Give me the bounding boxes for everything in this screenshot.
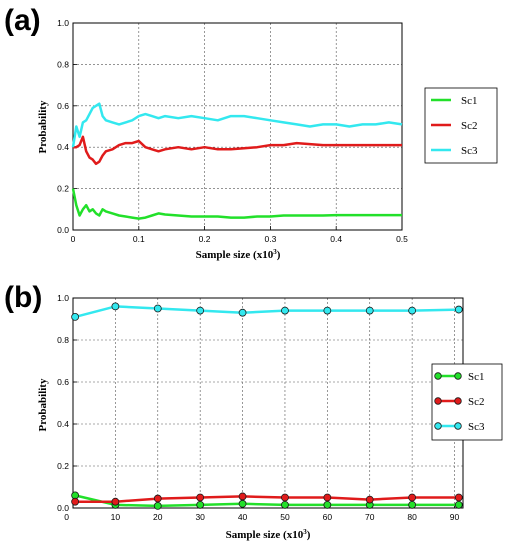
x-tick-label: 0.1 — [133, 234, 145, 244]
x-tick-label: 0.3 — [264, 234, 276, 244]
legend-marker — [434, 397, 442, 405]
y-tick-label: 0.2 — [57, 461, 69, 471]
data-point-sc2 — [323, 493, 332, 502]
chart-panel-a: (a) 0.0 0.2 0.4 0.6 0.8 1.0 0 0.1 0.2 0.3 0.4 0.5 Sam… — [4, 4, 498, 261]
y-tick-label: 0.8 — [57, 335, 69, 345]
x-tick-label: 0.4 — [330, 234, 342, 244]
legend-label-sc3: Sc3 — [468, 421, 485, 433]
series-line-sc1 — [71, 188, 402, 220]
legend-marker — [434, 422, 442, 430]
series-line-sc2 — [75, 495, 459, 503]
data-point-sc3 — [196, 306, 205, 315]
y-tick-label: 0.2 — [57, 184, 69, 194]
x-tick-label: 40 — [238, 512, 248, 522]
data-point-sc2 — [111, 497, 120, 506]
x-tick-label: 0 — [71, 234, 76, 244]
x-axis-label: Sample size (x103) — [196, 248, 281, 261]
x-origin-label: 0 — [64, 512, 69, 522]
x-tick-label: 0.2 — [199, 234, 211, 244]
data-point-sc3 — [153, 304, 162, 313]
plot-frame — [72, 22, 403, 231]
y-tick-label: 1.0 — [57, 293, 69, 303]
data-point-sc2 — [153, 494, 162, 503]
data-point-sc1 — [454, 500, 463, 509]
x-tick-label: 20 — [153, 512, 163, 522]
x-tick-label: 10 — [111, 512, 121, 522]
data-point-sc3 — [365, 306, 374, 315]
plot-frame — [72, 297, 464, 509]
data-point-sc2 — [238, 492, 247, 501]
data-point-sc1 — [323, 500, 332, 509]
y-axis-label: Probability — [37, 378, 49, 431]
data-point-sc3 — [323, 306, 332, 315]
y-tick-label: 0.0 — [57, 225, 69, 235]
chart-panel-b: (b) 0.0 0.2 0.4 0.6 0.8 1.0 10 20 30 40 50 60 70 80 90 0… — [4, 281, 503, 541]
series-line-sc3 — [74, 305, 459, 319]
panel-label: (a) — [4, 4, 41, 37]
data-point-sc3 — [111, 302, 120, 311]
data-point-sc1 — [196, 500, 205, 509]
data-point-sc1 — [238, 499, 247, 508]
data-point-sc2 — [365, 495, 374, 504]
series-line-sc2 — [73, 135, 402, 166]
data-point-sc3 — [281, 306, 289, 315]
data-point-sc1 — [408, 500, 417, 509]
y-axis-label: Probability — [37, 100, 49, 153]
legend-label-sc1: Sc1 — [468, 371, 485, 383]
x-tick-label: 80 — [407, 512, 417, 522]
data-point-sc2 — [281, 493, 289, 502]
data-point-sc3 — [238, 308, 247, 317]
legend-label-sc2: Sc2 — [468, 396, 485, 408]
legend-label-sc1: Sc1 — [461, 95, 478, 107]
x-tick-label: 70 — [365, 512, 375, 522]
series-line-sc1 — [74, 494, 459, 508]
y-tick-label: 0.0 — [57, 503, 69, 513]
x-tick-label: 50 — [280, 512, 290, 522]
legend-marker — [454, 372, 462, 380]
legend-marker — [454, 422, 462, 430]
data-point-sc2 — [71, 497, 80, 506]
y-tick-label: 1.0 — [57, 18, 69, 28]
legend-label-sc3: Sc3 — [461, 145, 478, 157]
data-point-sc3 — [71, 312, 80, 321]
x-tick-label: 60 — [323, 512, 333, 522]
legend-label-sc2: Sc2 — [461, 120, 478, 132]
data-point-sc1 — [153, 501, 162, 510]
y-tick-label: 0.4 — [57, 142, 69, 152]
series-line-sc3 — [71, 102, 403, 148]
data-point-sc3 — [408, 306, 417, 315]
x-axis-label: Sample size (x103) — [226, 528, 311, 541]
data-point-sc2 — [454, 493, 463, 502]
data-point-sc3 — [454, 305, 463, 314]
legend-marker — [434, 372, 442, 380]
x-tick-label: 30 — [195, 512, 205, 522]
y-tick-label: 0.6 — [57, 101, 69, 111]
data-point-sc2 — [408, 493, 417, 502]
legend: Sc1 Sc2 Sc3 — [424, 87, 498, 164]
x-tick-label: 90 — [450, 512, 460, 522]
y-tick-label: 0.6 — [57, 377, 69, 387]
x-tick-label: 0.5 — [396, 234, 408, 244]
data-point-sc1 — [281, 500, 289, 509]
y-tick-label: 0.4 — [57, 419, 69, 429]
y-tick-label: 0.8 — [57, 59, 69, 69]
data-point-sc2 — [196, 493, 205, 502]
legend-marker — [454, 397, 462, 405]
legend: Sc1 Sc2 Sc3 — [431, 363, 503, 441]
panel-label: (b) — [4, 281, 42, 314]
